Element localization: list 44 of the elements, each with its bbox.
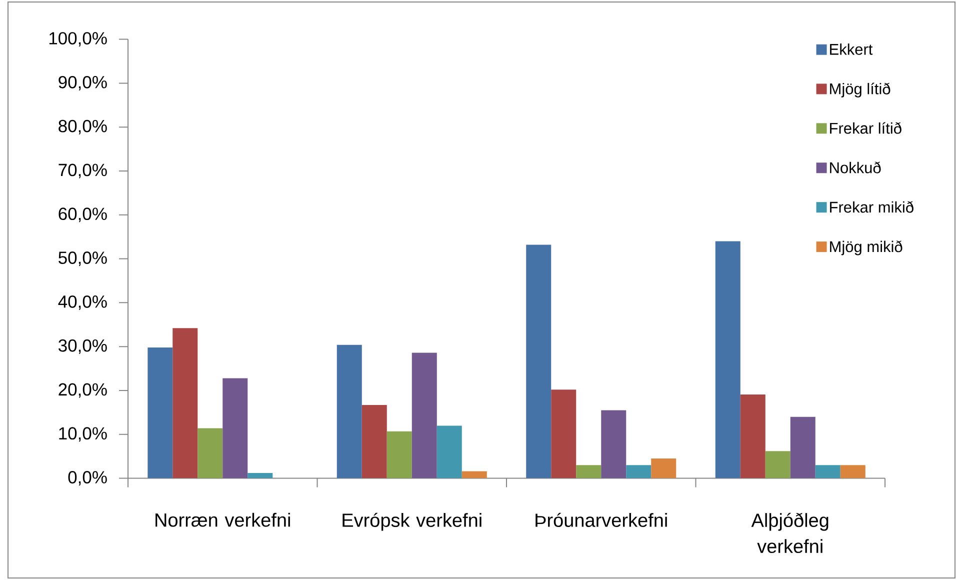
y-tick-label: 40,0%	[58, 295, 107, 310]
y-tick-label: 60,0%	[58, 208, 107, 222]
y-tick-label: 10,0%	[59, 427, 107, 442]
x-tick-label: Evrópsk verkefni	[342, 512, 482, 531]
y-tick-label: 0,0%	[68, 471, 107, 486]
bar	[436, 426, 462, 478]
bar	[336, 344, 362, 478]
bar	[840, 465, 866, 478]
bar	[651, 458, 676, 478]
x-tick-label: Norræn verkefni	[156, 512, 290, 527]
bar	[626, 465, 652, 478]
bar	[790, 416, 816, 478]
bar	[222, 378, 248, 478]
bar	[198, 428, 223, 478]
y-tick-label: 20,0%	[58, 383, 107, 398]
y-tick-label: 50,0%	[58, 252, 107, 266]
bar	[248, 473, 273, 478]
bar	[386, 431, 412, 478]
bar	[362, 404, 387, 478]
bar	[551, 390, 576, 478]
bar	[526, 244, 552, 478]
bar	[576, 465, 602, 478]
bar	[715, 241, 740, 478]
bar	[172, 328, 198, 478]
bar	[462, 471, 487, 478]
bar	[765, 451, 790, 478]
legend-label: Ekkert	[830, 43, 873, 55]
y-tick-label: 90,0%	[58, 76, 107, 90]
x-tick-label: Þróunarverkefni	[536, 512, 667, 527]
bar	[412, 352, 437, 478]
y-tick-label: 70,0%	[58, 164, 107, 178]
legend-label: Mjög lítið	[830, 82, 890, 98]
legend-label: Frekar mikið	[830, 201, 914, 213]
x-tick-label: Alþjóðleg verkefni	[751, 512, 828, 554]
bar	[601, 410, 626, 478]
legend-label: Mjög mikið	[830, 240, 902, 256]
legend-label: Frekar lítið	[830, 122, 902, 134]
bar	[740, 394, 766, 478]
y-tick-label: 80,0%	[58, 120, 107, 134]
y-tick-label: 30,0%	[58, 339, 107, 354]
y-tick-label: 100,0%	[49, 32, 107, 47]
bar	[815, 465, 840, 478]
legend-label: Nokkuð	[830, 162, 881, 174]
bar	[148, 347, 173, 478]
